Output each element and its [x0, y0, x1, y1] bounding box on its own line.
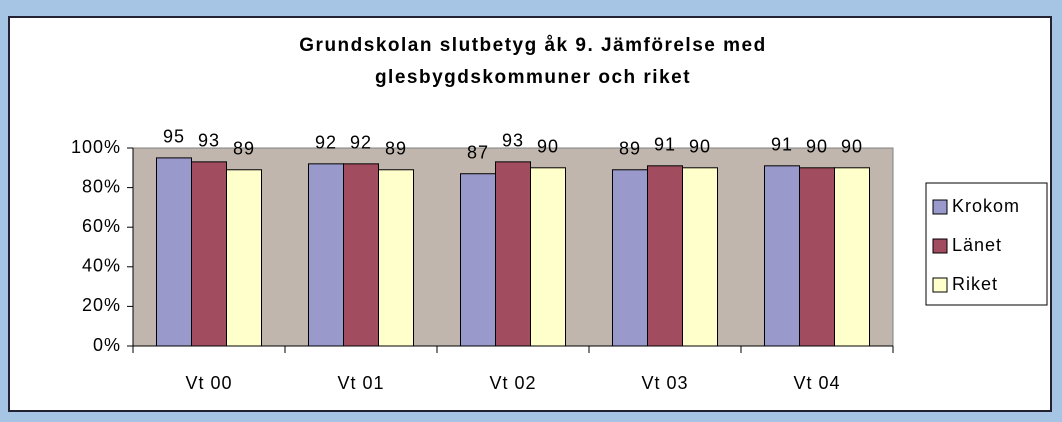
- data-label: 89: [233, 139, 255, 159]
- legend-swatch: [932, 238, 948, 254]
- bar: [834, 167, 870, 347]
- x-tick-label: Vt 01: [337, 373, 384, 393]
- bar: [764, 165, 800, 347]
- data-label: 90: [537, 137, 559, 157]
- bar: [647, 165, 683, 347]
- y-tick-label: 0%: [93, 335, 121, 355]
- legend-label: Länet: [952, 235, 1002, 255]
- y-tick-label: 80%: [82, 176, 121, 196]
- data-label: 90: [806, 137, 828, 157]
- data-label: 90: [689, 137, 711, 157]
- legend-label: Krokom: [952, 196, 1020, 216]
- data-label: 89: [619, 139, 641, 159]
- data-label: 95: [163, 127, 185, 147]
- legend-swatch: [932, 199, 948, 215]
- bar: [460, 173, 496, 347]
- bar: [682, 167, 718, 347]
- bar: [530, 167, 566, 347]
- legend-label: Riket: [952, 274, 998, 294]
- y-tick-label: 40%: [82, 256, 121, 276]
- data-label: 93: [198, 131, 220, 151]
- x-tick-label: Vt 00: [185, 373, 232, 393]
- data-label: 93: [502, 131, 524, 151]
- bar: [156, 157, 192, 347]
- y-tick-label: 60%: [82, 216, 121, 236]
- y-tick-label: 20%: [82, 295, 121, 315]
- bar: [612, 169, 648, 347]
- bar: [495, 161, 531, 347]
- y-tick-label: 100%: [71, 137, 121, 157]
- bar: [343, 163, 379, 347]
- data-label: 89: [385, 139, 407, 159]
- bar: [378, 169, 414, 347]
- data-label: 90: [841, 137, 863, 157]
- data-label: 91: [771, 135, 793, 155]
- bar: [799, 167, 835, 347]
- x-tick-label: Vt 02: [489, 373, 536, 393]
- data-label: 91: [654, 135, 676, 155]
- chart-title: glesbygdskommuner och riket: [375, 67, 691, 88]
- x-tick-label: Vt 03: [641, 373, 688, 393]
- bar: [308, 163, 344, 347]
- x-tick-label: Vt 04: [793, 373, 840, 393]
- data-label: 92: [350, 133, 372, 153]
- legend-swatch: [932, 277, 948, 293]
- bar: [226, 169, 262, 347]
- chart-title: Grundskolan slutbetyg åk 9. Jämförelse m…: [299, 35, 766, 56]
- data-label: 92: [315, 133, 337, 153]
- bar: [191, 161, 227, 347]
- data-label: 87: [467, 142, 489, 162]
